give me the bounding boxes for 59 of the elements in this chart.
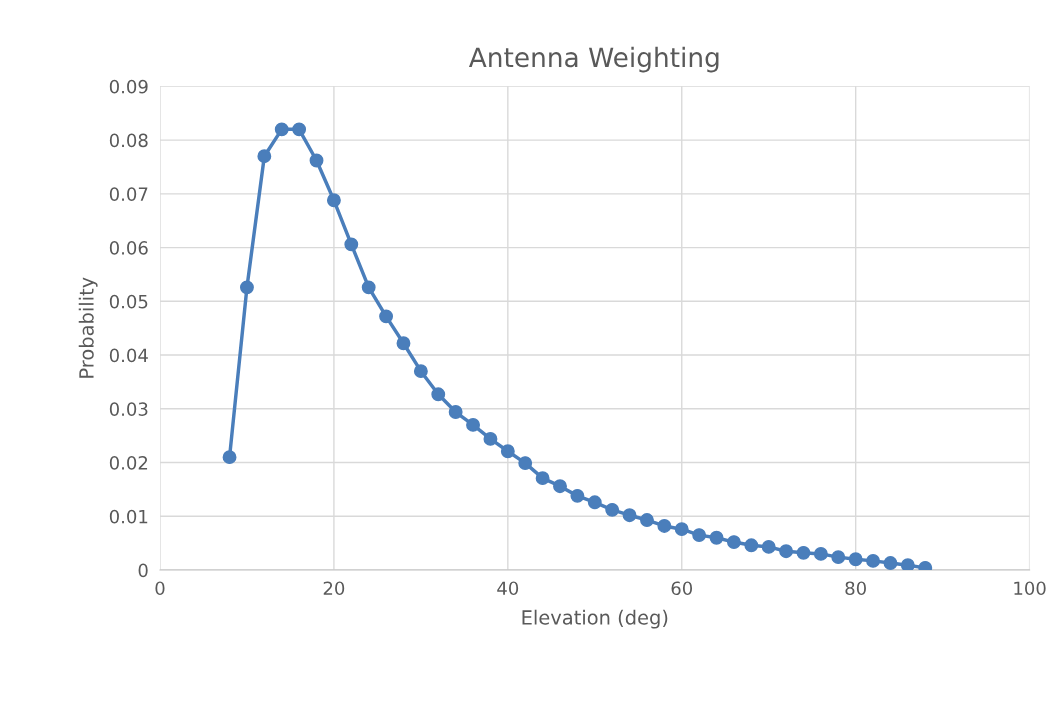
point (483, 431, 498, 446)
point (361, 280, 376, 295)
point (326, 193, 341, 208)
point (413, 364, 428, 379)
point (761, 539, 776, 554)
x-tick-label: 40 (497, 581, 519, 596)
point (535, 471, 550, 486)
point (709, 530, 724, 545)
y-tick-label: 0.06 (109, 241, 148, 255)
point (779, 544, 794, 559)
point (900, 558, 915, 571)
point (726, 535, 741, 550)
point (379, 309, 394, 324)
y-tick-label: 0.04 (109, 348, 148, 363)
point (518, 456, 533, 471)
x-tick-label: 80 (845, 581, 866, 596)
point (448, 405, 463, 419)
point (657, 519, 672, 533)
point (431, 387, 446, 402)
x-axis-title: Elevation (deg) (522, 609, 668, 629)
point (553, 479, 567, 494)
point (605, 502, 620, 517)
y-tick-label: 0 (138, 563, 148, 578)
point (309, 153, 324, 168)
point (831, 550, 846, 565)
point (274, 122, 289, 137)
point (396, 336, 411, 351)
x-tick-label: 20 (323, 581, 345, 596)
y-axis-title: Probability (78, 277, 98, 378)
y-tick-label: 0.08 (109, 133, 148, 148)
point (570, 488, 585, 503)
x-tick-label: 100 (1014, 581, 1046, 596)
point (344, 237, 359, 252)
point (240, 280, 254, 295)
point (744, 538, 759, 553)
y-tick-label: 0.01 (109, 509, 148, 524)
point (466, 417, 480, 432)
point (292, 122, 307, 137)
point (866, 553, 881, 568)
point (257, 149, 272, 164)
point (640, 513, 654, 527)
point (500, 444, 515, 459)
y-tick-label: 0.09 (109, 79, 148, 94)
point (848, 552, 863, 567)
chart-title: Antenna Weighting (468, 46, 719, 73)
y-tick-label: 0.05 (109, 294, 148, 309)
y-tick-label: 0.07 (109, 187, 148, 201)
point (692, 528, 707, 543)
x-tick-label: 0 (155, 581, 165, 596)
point (883, 556, 898, 570)
point (587, 495, 602, 510)
point (622, 508, 637, 523)
point (813, 546, 828, 561)
point (222, 450, 237, 465)
point (796, 545, 811, 560)
y-tick-label: 0.02 (109, 456, 148, 470)
y-tick-label: 0.03 (109, 402, 148, 416)
x-tick-label: 60 (671, 581, 693, 596)
point (674, 522, 689, 537)
